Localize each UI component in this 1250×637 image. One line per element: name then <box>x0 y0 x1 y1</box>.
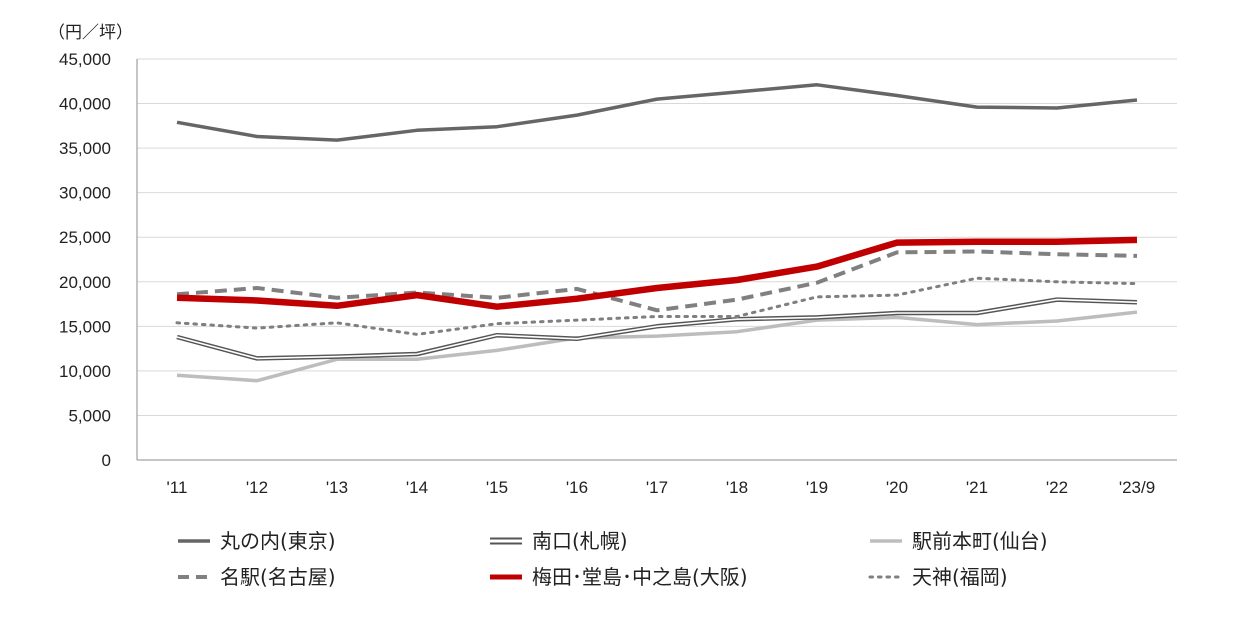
y-tick-label: 0 <box>102 451 111 470</box>
y-tick-label: 5,000 <box>68 406 111 425</box>
gridlines <box>136 58 1177 461</box>
y-axis-ticks: 0 5,000 10,000 15,000 20,000 25,000 30,000 35,0… <box>59 50 111 470</box>
x-tick-label: '21 <box>966 478 988 497</box>
y-tick-label: 45,000 <box>59 50 111 69</box>
legend-label: 丸の内(東京) <box>220 529 336 553</box>
series-lines <box>175 83 1139 383</box>
y-tick-label: 10,000 <box>59 362 111 381</box>
x-tick-label: '13 <box>326 478 348 497</box>
y-tick-label: 15,000 <box>59 317 111 336</box>
x-axis-ticks: '11 '12 '13 '14 '15 '16 '17 '18 '19 '20 '21 '22 '23/… <box>167 478 1156 497</box>
x-tick-label: '11 <box>167 478 188 497</box>
x-tick-label: '20 <box>886 478 908 497</box>
x-tick-label: '16 <box>566 478 588 497</box>
x-tick-label: '22 <box>1046 478 1068 497</box>
series-line <box>176 236 1138 310</box>
legend-label: 南口(札幌) <box>532 529 628 553</box>
legend: 丸の内(東京) 南口(札幌) 駅前本町(仙台) 名駅(名古屋) 梅田･堂島･中之島(大阪… <box>178 529 1048 589</box>
x-tick-label: '18 <box>726 478 748 497</box>
y-tick-label: 40,000 <box>59 95 111 114</box>
series-line <box>176 310 1138 383</box>
x-tick-label: '15 <box>486 478 508 497</box>
x-tick-label: '23/9 <box>1119 478 1155 497</box>
x-tick-label: '17 <box>646 478 668 497</box>
series-line-inner <box>176 298 1138 360</box>
legend-label: 駅前本町(仙台) <box>912 529 1048 553</box>
y-tick-label: 35,000 <box>59 139 111 158</box>
series-line <box>176 83 1138 142</box>
y-axis-unit-label: （円／坪） <box>48 23 133 43</box>
legend-label: 天神(福岡) <box>912 565 1008 589</box>
legend-label: 名駅(名古屋) <box>220 565 336 589</box>
y-tick-label: 30,000 <box>59 184 111 203</box>
series-line <box>175 276 1139 336</box>
y-tick-label: 20,000 <box>59 273 111 292</box>
legend-label: 梅田･堂島･中之島(大阪) <box>532 565 748 589</box>
series-line <box>176 249 1138 313</box>
x-tick-label: '19 <box>806 478 828 497</box>
y-tick-label: 25,000 <box>59 228 111 247</box>
x-tick-label: '14 <box>406 478 428 497</box>
x-tick-label: '12 <box>246 478 268 497</box>
